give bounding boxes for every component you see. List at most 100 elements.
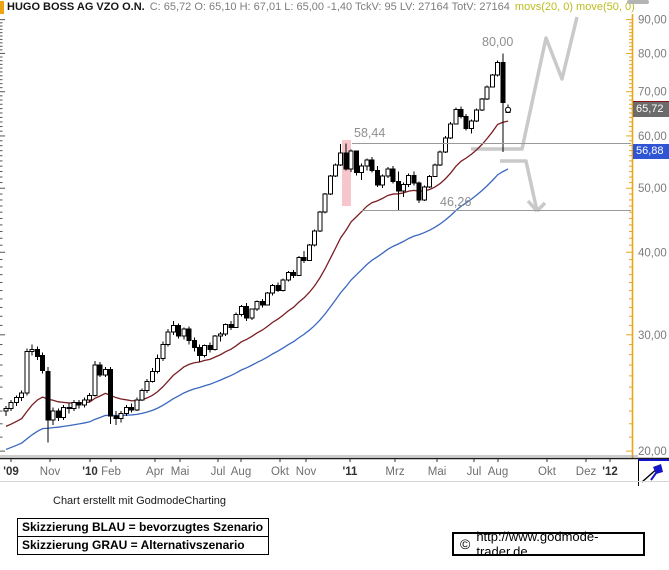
series-color-flag: [0, 0, 4, 14]
candle-body: [118, 413, 124, 420]
candle-body: [280, 279, 286, 292]
candle-body: [380, 175, 386, 186]
ma-line-50: [5, 168, 509, 451]
candle-body: [249, 308, 255, 319]
candle-body: [144, 380, 150, 392]
candle-body: [468, 120, 474, 129]
copyright-box: © http://www.godmode-trader.de: [452, 529, 645, 559]
x-axis-month-label: Okt: [538, 466, 557, 478]
x-axis: '09 Nov '10 Feb Apr Mai Jul Aug Okt Nov '11 Mrz Mai J…: [0, 455, 669, 478]
candle-body: [244, 306, 250, 319]
candle-body: [474, 109, 480, 122]
candle-body: [102, 368, 108, 376]
chart-header: HUGO BOSS AG VZO O.N. C: 65,72 O: 65,10 …: [0, 0, 669, 14]
candle-body: [134, 399, 140, 411]
candle-body: [29, 349, 35, 353]
candle-body: [8, 401, 14, 410]
x-axis-year-label: '12: [602, 466, 618, 478]
candle-body: [197, 347, 203, 357]
candle-body: [359, 165, 365, 174]
candle-body: [353, 150, 359, 174]
y-axis-label: 40,00: [638, 247, 667, 259]
candle-body: [92, 364, 98, 396]
candle-body: [364, 159, 370, 167]
x-axis-month-label: Dez: [576, 466, 597, 478]
y-axis-label: 80,00: [638, 48, 667, 60]
y-axis-label: 90,00: [638, 15, 667, 27]
candle-body: [442, 137, 448, 153]
candle-body: [411, 174, 417, 184]
candle-body: [87, 394, 93, 401]
candle-body: [296, 256, 302, 276]
gray-downside-arrow-arrowhead: [535, 201, 547, 213]
x-axis-month-label: Jul: [467, 466, 482, 478]
x-axis-month-label: Jul: [211, 466, 226, 478]
candle-body: [217, 333, 223, 337]
footer-divider: [0, 481, 669, 482]
candle-body: [191, 340, 197, 349]
candle-body: [165, 331, 171, 346]
candle-body: [50, 410, 56, 421]
candle-body: [406, 174, 412, 185]
candle-body: [312, 230, 318, 246]
x-axis-month-label: Apr: [146, 466, 164, 478]
watermark-text: Chart erstellt mit GodmodeCharting: [53, 495, 227, 507]
x-axis-month-label: Mai: [428, 466, 447, 478]
candle-body: [463, 116, 469, 129]
y-axis-label: 50,00: [638, 183, 667, 195]
copyright-url: http://www.godmode-trader.de: [476, 529, 599, 559]
candle-body: [228, 323, 234, 328]
x-axis-month-label: Mrz: [385, 466, 404, 478]
x-axis-year-label: '11: [343, 466, 358, 478]
candle-body: [76, 401, 82, 406]
instrument-title: HUGO BOSS AG VZO O.N.: [7, 1, 145, 13]
last-price-marker: [504, 106, 512, 113]
candle-body: [233, 313, 239, 328]
candle-body: [24, 351, 30, 394]
candle-body: [338, 152, 344, 166]
candle-body: [479, 98, 485, 111]
candle-body: [149, 370, 155, 382]
candle-body: [322, 193, 328, 213]
plot-area: [3, 16, 579, 451]
legend-blue-scenario: Skizzierung BLAU = bevorzugtes Szenario: [22, 520, 264, 534]
candle-body: [432, 164, 438, 177]
candle-body: [113, 415, 119, 420]
peak-price-label: 80,00: [482, 35, 513, 49]
candle-body: [416, 182, 422, 201]
candle-body: [45, 370, 51, 421]
candle-body: [317, 211, 323, 232]
x-axis-month-label: Nov: [296, 466, 317, 478]
x-axis-month-label: Mai: [171, 466, 190, 478]
candle-body: [19, 392, 25, 399]
candle-body: [170, 324, 176, 333]
indicator-settings: movs(20, 0) move(50, 0): [514, 1, 635, 13]
gray-downside-arrow-arrowhead: [526, 199, 539, 213]
candle-body: [327, 175, 333, 195]
x-axis-month-label: Aug: [231, 466, 251, 478]
candle-body: [3, 408, 9, 412]
candle-body: [40, 355, 46, 371]
candle-body: [176, 324, 182, 337]
candle-body: [400, 183, 406, 192]
ma50-price-tag: 56,88: [633, 143, 669, 159]
candle-body: [81, 399, 87, 406]
candle-body: [385, 168, 391, 177]
candle-body: [395, 180, 401, 192]
candle-body: [348, 150, 354, 170]
candle-body: [374, 169, 380, 186]
y-axis-label: 70,00: [638, 87, 667, 99]
candle-body: [212, 335, 218, 351]
candle-body: [155, 358, 161, 372]
candle-body: [500, 62, 506, 104]
price-level-label: 58,44: [354, 126, 385, 140]
candle-body: [489, 74, 495, 88]
candle-body: [123, 406, 129, 415]
candle-body: [270, 285, 276, 294]
y-axis-label: 20,00: [638, 446, 667, 458]
highlight-band: [342, 140, 351, 206]
candle-body: [259, 300, 265, 306]
candle-body: [13, 397, 19, 403]
y-axis-label: 60,00: [638, 131, 667, 143]
candle-body: [291, 271, 297, 276]
